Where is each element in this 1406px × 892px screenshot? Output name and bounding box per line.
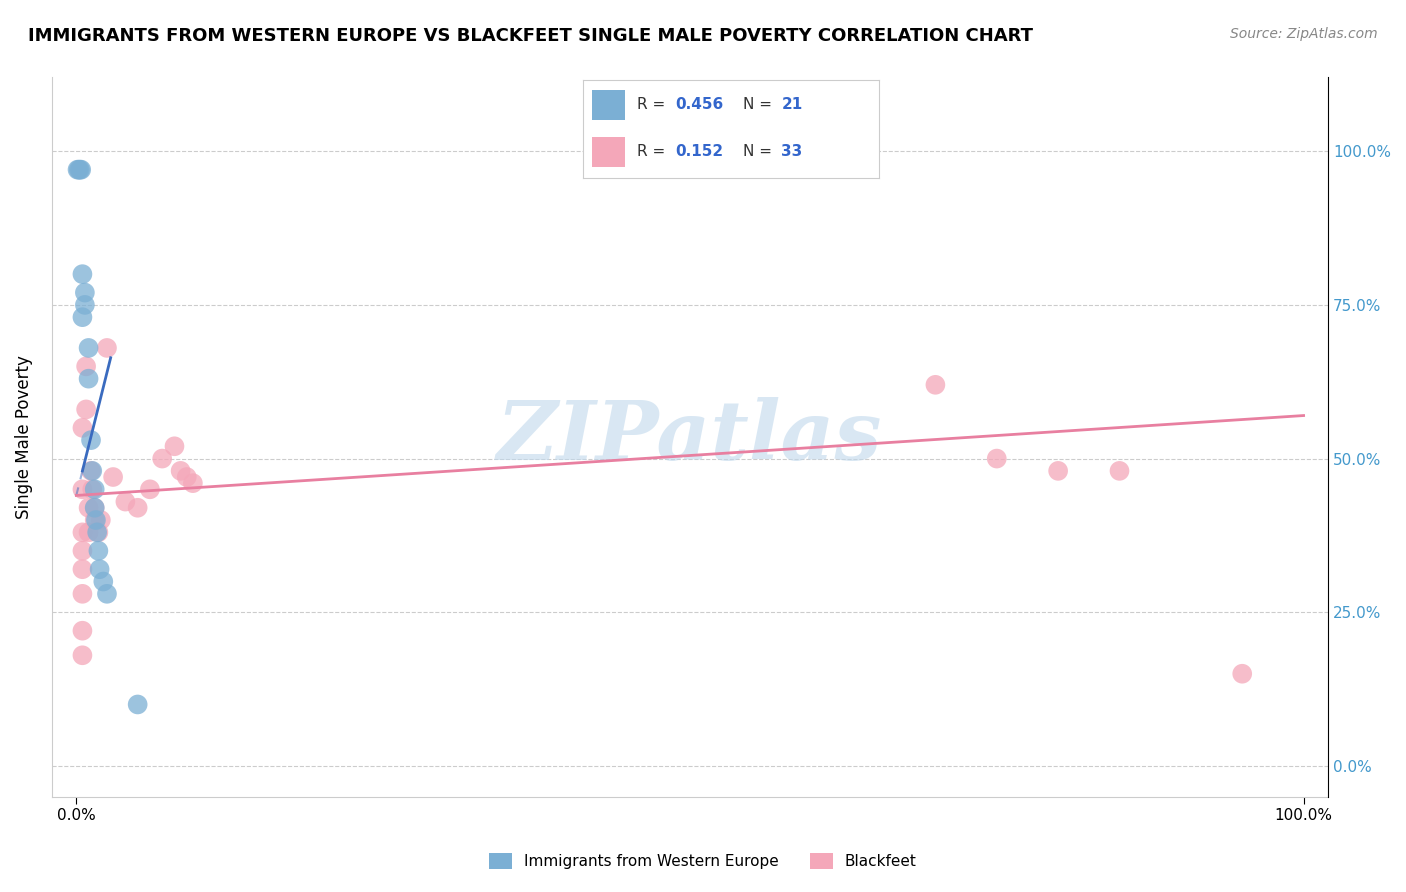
Point	[84, 513, 107, 527]
Point	[80, 464, 103, 478]
Point	[77, 341, 100, 355]
Point	[72, 562, 94, 576]
Point	[127, 500, 149, 515]
Point	[75, 402, 97, 417]
Point	[72, 587, 94, 601]
Point	[70, 162, 93, 177]
Point	[1232, 666, 1254, 681]
Point	[150, 451, 173, 466]
Point	[72, 543, 94, 558]
Point	[69, 162, 91, 177]
Point	[72, 310, 94, 325]
Point	[1108, 464, 1130, 478]
Point	[72, 624, 94, 638]
Point	[89, 562, 111, 576]
Point	[72, 525, 94, 540]
Point	[73, 298, 96, 312]
Point	[75, 359, 97, 374]
Point	[83, 513, 105, 527]
Point	[114, 494, 136, 508]
Point	[72, 483, 94, 497]
Point	[87, 543, 110, 558]
Point	[77, 500, 100, 515]
Point	[176, 470, 198, 484]
Y-axis label: Single Male Poverty: Single Male Poverty	[15, 355, 32, 519]
Legend: Immigrants from Western Europe, Blackfeet: Immigrants from Western Europe, Blackfee…	[484, 847, 922, 875]
Text: 21: 21	[782, 97, 803, 112]
Point	[83, 500, 105, 515]
Point	[90, 513, 112, 527]
Text: ZIPatlas: ZIPatlas	[498, 397, 883, 477]
Point	[986, 451, 1008, 466]
Text: IMMIGRANTS FROM WESTERN EUROPE VS BLACKFEET SINGLE MALE POVERTY CORRELATION CHAR: IMMIGRANTS FROM WESTERN EUROPE VS BLACKF…	[28, 27, 1033, 45]
Text: Source: ZipAtlas.com: Source: ZipAtlas.com	[1230, 27, 1378, 41]
Point	[66, 162, 89, 177]
Point	[101, 470, 124, 484]
Point	[77, 525, 100, 540]
Point	[86, 525, 108, 540]
Point	[924, 377, 946, 392]
FancyBboxPatch shape	[592, 90, 624, 120]
Point	[72, 267, 94, 281]
FancyBboxPatch shape	[592, 137, 624, 167]
Point	[169, 464, 191, 478]
Point	[96, 587, 118, 601]
Text: N =: N =	[742, 145, 776, 160]
Point	[73, 285, 96, 300]
Point	[1047, 464, 1070, 478]
Text: R =: R =	[637, 97, 669, 112]
Point	[67, 162, 90, 177]
Text: 0.456: 0.456	[675, 97, 723, 112]
Point	[82, 464, 104, 478]
Point	[163, 439, 186, 453]
Text: N =: N =	[742, 97, 776, 112]
Point	[83, 483, 105, 497]
Point	[80, 433, 103, 447]
Text: R =: R =	[637, 145, 669, 160]
Point	[72, 648, 94, 663]
Point	[127, 698, 149, 712]
Point	[181, 476, 204, 491]
Text: 0.152: 0.152	[675, 145, 723, 160]
Point	[87, 525, 110, 540]
Text: 33: 33	[782, 145, 803, 160]
Point	[96, 341, 118, 355]
Point	[82, 483, 104, 497]
Point	[139, 483, 162, 497]
Point	[77, 372, 100, 386]
Point	[91, 574, 114, 589]
Point	[83, 500, 105, 515]
Point	[72, 421, 94, 435]
